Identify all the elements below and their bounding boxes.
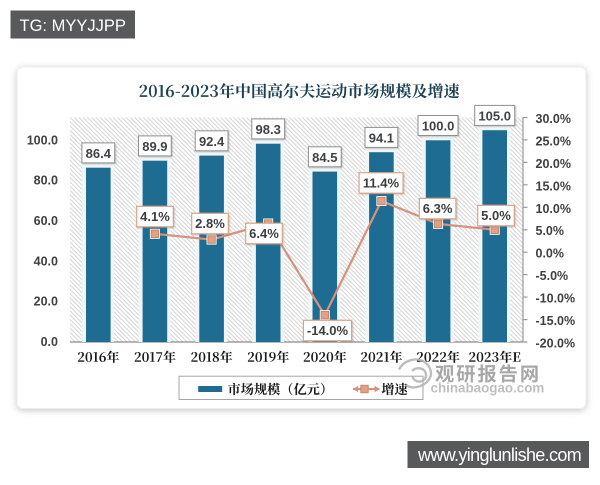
svg-text:6.4%: 6.4%	[249, 226, 279, 241]
svg-text:20.0%: 20.0%	[536, 157, 571, 171]
svg-text:0.0%: 0.0%	[536, 247, 565, 261]
svg-text:-20.0%: -20.0%	[536, 337, 576, 351]
svg-text:80.0: 80.0	[34, 174, 58, 188]
svg-text:-15.0%: -15.0%	[536, 314, 576, 328]
svg-text:-5.0%: -5.0%	[536, 269, 569, 283]
svg-text:94.1: 94.1	[369, 130, 394, 145]
svg-text:4.1%: 4.1%	[140, 209, 170, 224]
svg-text:5.0%: 5.0%	[536, 224, 565, 238]
svg-text:15.0%: 15.0%	[536, 179, 571, 193]
svg-text:10.0%: 10.0%	[536, 202, 571, 216]
svg-text:25.0%: 25.0%	[536, 134, 571, 148]
svg-text:105.0: 105.0	[478, 108, 511, 123]
svg-text:-10.0%: -10.0%	[536, 292, 576, 306]
svg-text:-14.0%: -14.0%	[307, 323, 349, 338]
svg-text:TG: MYYJJPP: TG: MYYJJPP	[20, 17, 126, 35]
svg-text:6.3%: 6.3%	[423, 201, 453, 216]
svg-text:2.8%: 2.8%	[195, 216, 225, 231]
svg-text:84.5: 84.5	[312, 150, 337, 165]
svg-text:98.3: 98.3	[256, 122, 281, 137]
svg-text:92.4: 92.4	[199, 134, 225, 149]
svg-text:11.4%: 11.4%	[363, 176, 400, 191]
svg-text:60.0: 60.0	[34, 214, 58, 228]
svg-text:5.0%: 5.0%	[481, 208, 511, 223]
svg-text:0.0: 0.0	[41, 335, 58, 349]
svg-text:www.yinglunlishe.com: www.yinglunlishe.com	[417, 445, 581, 465]
svg-text:89.9: 89.9	[142, 139, 167, 154]
svg-text:86.4: 86.4	[86, 146, 112, 161]
svg-text:chinabaogao.com: chinabaogao.com	[431, 381, 545, 396]
svg-text:100.0: 100.0	[422, 119, 455, 134]
svg-text:40.0: 40.0	[34, 254, 58, 268]
svg-text:20.0: 20.0	[34, 295, 58, 309]
svg-text:30.0%: 30.0%	[536, 112, 571, 126]
svg-text:100.0: 100.0	[27, 133, 58, 147]
